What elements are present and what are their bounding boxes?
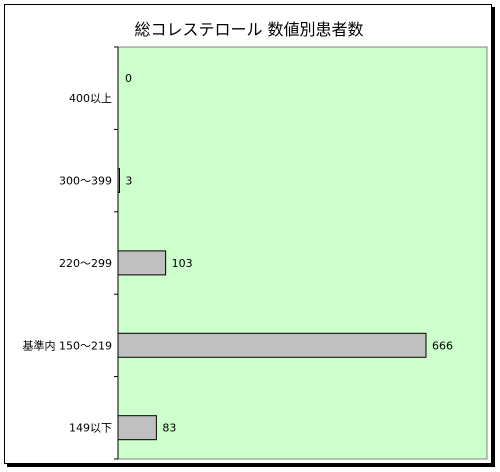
category-label: 220～299 (59, 257, 112, 270)
bar (117, 415, 157, 441)
plot-area (117, 46, 488, 460)
bar (117, 332, 427, 358)
category-label: 149以下 (69, 422, 112, 435)
data-label: 666 (432, 339, 453, 352)
chart-svg: 総コレステロール 数値別患者数 400以上 0 300～399 3 220～299 103… (23, 20, 488, 460)
chart-marks: 400以上 0 300～399 3 220～299 103 基準内 150～219 666 14… (23, 46, 453, 460)
category-label: 基準内 150～219 (23, 338, 113, 352)
category-label: 300～399 (59, 174, 112, 187)
data-label: 103 (172, 257, 193, 270)
data-label: 83 (162, 422, 176, 435)
bar (117, 167, 120, 193)
category-label: 400以上 (69, 92, 112, 105)
chart-title: 総コレステロール 数値別患者数 (134, 20, 363, 39)
data-label: 0 (125, 72, 132, 85)
chart-frame: 総コレステロール 数値別患者数 400以上 0 300～399 3 220～299 103… (4, 4, 492, 464)
data-label: 3 (125, 174, 132, 187)
bar (117, 250, 167, 276)
